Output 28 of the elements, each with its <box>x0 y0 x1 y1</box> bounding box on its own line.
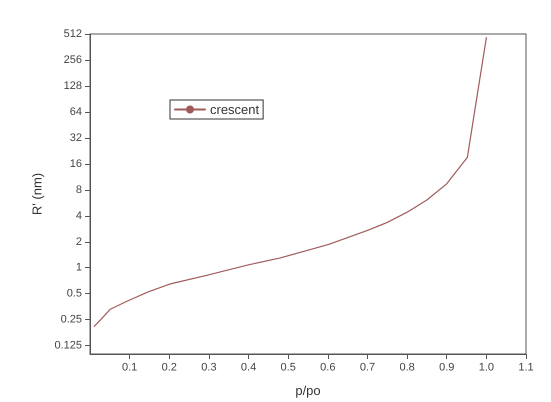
y-tick-label: 0.5 <box>66 288 82 300</box>
y-tick-label: 0.125 <box>54 340 82 352</box>
legend-label: crescent <box>210 102 260 117</box>
x-tick-label: 0.4 <box>240 362 256 374</box>
y-tick-label: 4 <box>76 210 82 222</box>
line-series <box>94 37 487 327</box>
x-tick-label: 0.8 <box>399 362 415 374</box>
x-tick-label: 0.1 <box>122 362 138 374</box>
y-tick-label: 16 <box>70 158 82 170</box>
x-tick-label: 0.6 <box>320 362 336 374</box>
x-tick-label: 1.1 <box>518 362 534 374</box>
x-tick-label: 0.2 <box>162 362 177 374</box>
x-tick-label: 0.9 <box>439 362 454 374</box>
y-tick-label: 512 <box>64 28 82 40</box>
y-tick-label: 128 <box>64 80 82 92</box>
x-axis-title: p/po <box>295 383 321 398</box>
y-tick-label: 64 <box>70 106 82 118</box>
y-axis-title: R' (nm) <box>30 172 45 216</box>
y-tick-label: 8 <box>76 184 82 196</box>
y-tick-label: 256 <box>64 54 82 66</box>
y-tick-label: 32 <box>70 132 82 144</box>
x-tick-label: 1.0 <box>478 362 494 374</box>
x-tick-label: 0.3 <box>201 362 217 374</box>
y-tick-label: 1 <box>76 262 82 274</box>
x-tick-label: 0.5 <box>280 362 296 374</box>
y-tick-label: 0.25 <box>60 314 82 326</box>
y-tick-label: 2 <box>76 236 82 248</box>
x-tick-label: 0.7 <box>360 362 376 374</box>
